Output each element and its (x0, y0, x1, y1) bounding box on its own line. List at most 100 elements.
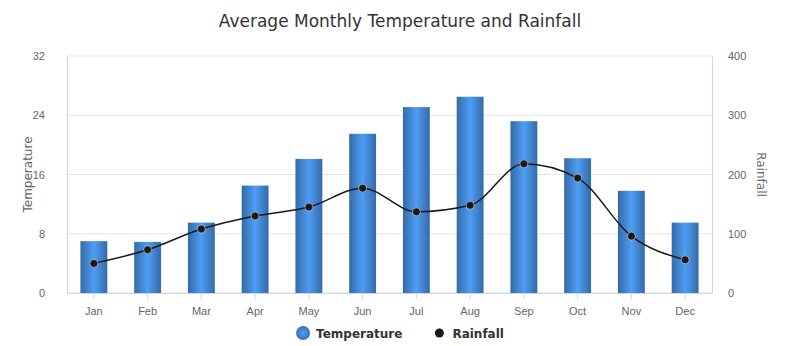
y2-tick: 100 (712, 228, 746, 240)
x-tick-label: Jan (85, 305, 103, 317)
y-axis-line (67, 57, 68, 294)
x-tick-label: Jun (354, 305, 372, 317)
x-axis: Jan Feb Mar Apr May Jun Jul Aug Sep Oct Nov Dec (68, 293, 713, 317)
y-axis-title: Temperature (21, 136, 35, 213)
grid-line (67, 174, 712, 175)
marker (90, 259, 98, 267)
x-tick: Sep (514, 293, 534, 317)
x-tick-mark (523, 293, 524, 299)
x-tick-label: Sep (514, 305, 534, 317)
y-tick-label: 0 (39, 287, 45, 299)
bar (564, 158, 591, 293)
x-tick-mark (93, 293, 94, 299)
x-tick-mark (147, 293, 148, 299)
x-tick-label: Feb (138, 305, 157, 317)
x-tick-mark (308, 293, 309, 299)
x-tick-label: Oct (569, 305, 586, 317)
x-tick: Feb (138, 293, 157, 317)
x-tick-label: Jul (409, 305, 423, 317)
y2-tick: 300 (712, 109, 746, 121)
legend-label: Rainfall (452, 327, 504, 341)
y2-tick-label: 300 (728, 109, 746, 121)
x-tick-label: Nov (622, 305, 642, 317)
x-tick-mark (685, 293, 686, 299)
marker (305, 203, 313, 211)
x-tick-label: Mar (192, 305, 211, 317)
bar (403, 107, 430, 293)
x-tick-mark (416, 293, 417, 299)
marker (466, 201, 474, 209)
plot-area (80, 97, 698, 293)
x-tick: Jul (409, 293, 423, 317)
y-tick-label: 8 (39, 228, 45, 240)
x-tick-mark (255, 293, 256, 299)
legend-symbol (296, 326, 310, 340)
x-tick: Oct (569, 293, 586, 317)
y2-tick-label: 0 (728, 287, 734, 299)
x-tick-label: Dec (675, 305, 695, 317)
bar-series (80, 97, 698, 293)
x-tick: Aug (460, 293, 480, 317)
chart: Average Monthly Temperature and Rainfall… (0, 0, 800, 346)
y-tick: 8 (39, 228, 67, 240)
marker (197, 225, 205, 233)
x-tick-mark (470, 293, 471, 299)
x-tick: Jun (354, 293, 372, 317)
y2-tick: 200 (712, 169, 746, 181)
y-tick: 16 (33, 169, 67, 181)
line (94, 164, 685, 264)
marker (144, 246, 152, 254)
marker (359, 184, 367, 192)
x-axis-line (68, 293, 713, 294)
bar (242, 186, 269, 293)
x-tick-mark (201, 293, 202, 299)
grid-line (67, 115, 712, 116)
y-tick: 0 (39, 287, 67, 299)
line-series (90, 160, 689, 268)
y2-axis: 0 100 200 300 400 (712, 50, 746, 299)
x-tick-mark (362, 293, 363, 299)
y2-tick-label: 400 (728, 50, 746, 62)
y-tick: 24 (33, 109, 67, 121)
x-tick: May (298, 293, 319, 317)
x-tick: Jan (85, 293, 103, 317)
y-tick-label: 32 (33, 50, 45, 62)
legend: Temperature Rainfall (296, 326, 504, 341)
y-tick: 32 (33, 50, 67, 62)
legend-symbol (435, 329, 444, 338)
x-tick: Mar (192, 293, 211, 317)
bar (295, 159, 322, 293)
legend-item: Rainfall (435, 327, 504, 341)
x-tick-label: Apr (247, 305, 264, 317)
grid (67, 56, 712, 293)
marker (251, 212, 259, 220)
y-axis: 0 8 16 24 32 (33, 50, 68, 299)
y2-tick: 400 (712, 50, 746, 62)
legend-label: Temperature (316, 327, 402, 341)
x-tick-mark (577, 293, 578, 299)
bar (80, 241, 107, 293)
bar (510, 121, 537, 293)
bar (188, 223, 215, 293)
x-tick-mark (631, 293, 632, 299)
y2-tick-label: 100 (728, 228, 746, 240)
x-tick-label: Aug (460, 305, 480, 317)
bar (134, 242, 161, 293)
y2-axis-title: Rainfall (754, 152, 768, 197)
marker (574, 174, 582, 182)
grid-line (67, 233, 712, 234)
marker (412, 208, 420, 216)
title: Average Monthly Temperature and Rainfall (219, 11, 581, 31)
y2-tick: 0 (712, 287, 734, 299)
bar (349, 134, 376, 293)
x-tick: Apr (247, 293, 264, 317)
bar (457, 97, 484, 293)
grid-line (67, 56, 712, 57)
y2-axis-line (712, 57, 713, 294)
x-tick: Dec (675, 293, 695, 317)
y-tick-label: 24 (33, 109, 45, 121)
marker (627, 232, 635, 240)
grid-line (67, 293, 712, 294)
x-tick: Nov (622, 293, 642, 317)
y2-tick-label: 200 (728, 169, 746, 181)
